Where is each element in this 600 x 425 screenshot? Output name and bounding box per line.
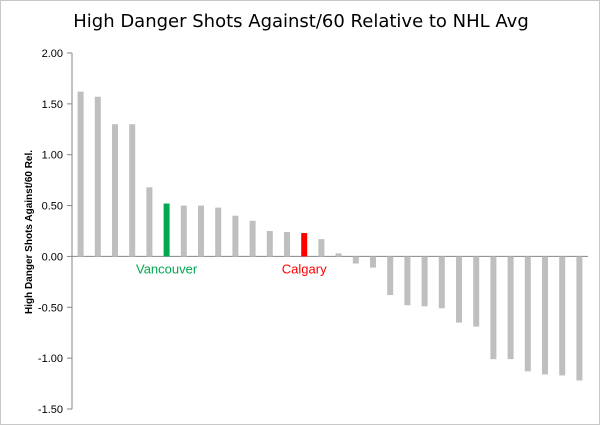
y-tick-label: 1.00 bbox=[42, 150, 63, 162]
bar-vancouver bbox=[163, 203, 170, 257]
bar bbox=[335, 253, 342, 257]
bar bbox=[249, 220, 256, 257]
bar bbox=[559, 256, 566, 376]
bar bbox=[352, 256, 359, 264]
bar bbox=[438, 256, 445, 309]
y-tick-label: 1.50 bbox=[42, 99, 63, 111]
bar bbox=[507, 256, 514, 360]
y-tick-label: -1.50 bbox=[38, 404, 63, 416]
bar bbox=[146, 187, 153, 257]
bar bbox=[318, 239, 325, 257]
bar bbox=[215, 207, 222, 257]
bar bbox=[198, 205, 204, 257]
bar bbox=[77, 91, 84, 257]
y-tick-label: -1.00 bbox=[38, 353, 63, 365]
bar bbox=[404, 256, 411, 306]
bar bbox=[180, 205, 187, 257]
bar bbox=[129, 124, 136, 257]
bar bbox=[421, 256, 428, 307]
annotation-calgary: Calgary bbox=[282, 261, 327, 276]
annotation-vancouver: Vancouver bbox=[136, 261, 198, 276]
bar bbox=[524, 256, 531, 372]
bar bbox=[284, 232, 290, 257]
chart-title: High Danger Shots Against/60 Relative to… bbox=[73, 11, 529, 32]
axes: 2.00 1.50 1.00 0.50 0.00 -0.50 -1.00 -1.50 bbox=[38, 48, 588, 416]
bar bbox=[576, 256, 583, 381]
bar bbox=[112, 124, 118, 257]
bars bbox=[77, 91, 583, 381]
bar-calgary bbox=[301, 233, 308, 257]
y-tick-label: 0.00 bbox=[42, 251, 63, 263]
y-tick-label: 0.50 bbox=[42, 201, 63, 213]
y-tick-label: 2.00 bbox=[42, 48, 63, 60]
y-tick-label: -0.50 bbox=[38, 302, 63, 314]
bar bbox=[94, 96, 101, 257]
y-axis-label: High Danger Shots Against/60 Rel. bbox=[24, 150, 35, 314]
bar bbox=[490, 256, 497, 360]
bar bbox=[456, 256, 462, 323]
bar bbox=[266, 231, 273, 257]
bar bbox=[473, 256, 480, 327]
bar bbox=[370, 256, 376, 268]
annotations: Vancouver Calgary bbox=[136, 261, 327, 276]
bar bbox=[387, 256, 394, 296]
bar bbox=[232, 215, 239, 257]
bar bbox=[542, 256, 548, 375]
